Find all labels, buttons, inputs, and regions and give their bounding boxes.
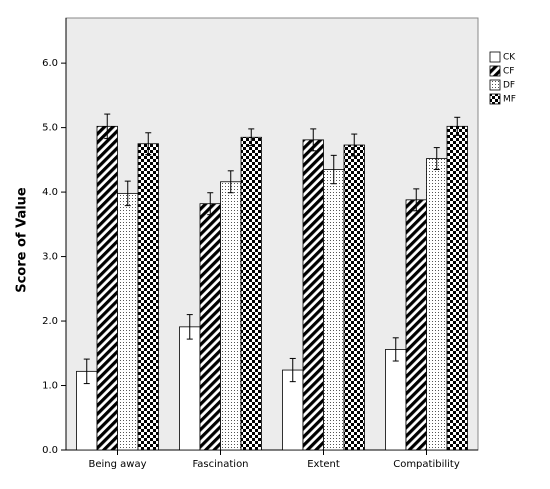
legend-label: MF xyxy=(503,95,516,105)
x-tick-label: Being away xyxy=(88,459,146,470)
error-bar xyxy=(413,188,420,212)
error-bar xyxy=(207,192,214,216)
legend-swatch xyxy=(489,93,501,105)
error-bar xyxy=(392,337,399,362)
bar xyxy=(302,139,324,451)
legend-label: DF xyxy=(503,81,515,91)
legend-swatch xyxy=(489,79,501,91)
y-tick-label: 0.0 xyxy=(42,445,58,456)
y-tick-label: 4.0 xyxy=(42,187,58,198)
legend-swatch xyxy=(489,51,501,63)
bar xyxy=(220,181,242,451)
x-tick-label: Extent xyxy=(307,459,340,470)
error-bar xyxy=(433,147,440,171)
error-bar xyxy=(186,314,193,340)
bar xyxy=(405,199,427,451)
error-bar xyxy=(145,132,152,156)
bar xyxy=(323,169,345,451)
y-tick-label: 1.0 xyxy=(42,381,58,392)
legend-swatch xyxy=(489,65,501,77)
y-tick-label: 5.0 xyxy=(42,123,58,134)
y-tick-label: 2.0 xyxy=(42,316,58,327)
x-tick-label: Compatibility xyxy=(393,459,460,470)
error-bar xyxy=(330,154,337,185)
bar xyxy=(426,158,448,451)
bar xyxy=(117,192,139,451)
bar xyxy=(137,143,159,451)
legend-label: CK xyxy=(503,53,516,63)
y-tick-label: 6.0 xyxy=(42,58,58,69)
legend-label: CF xyxy=(503,67,514,77)
error-bar xyxy=(454,116,461,136)
error-bar xyxy=(310,128,317,152)
y-tick-label: 3.0 xyxy=(42,252,58,263)
bar xyxy=(240,136,262,451)
y-axis-label: Score of Value xyxy=(15,187,30,293)
bar xyxy=(199,203,221,451)
bar xyxy=(446,125,468,451)
x-tick-label: Fascination xyxy=(192,459,248,470)
bar xyxy=(96,125,118,451)
error-bar xyxy=(227,170,234,194)
error-bar xyxy=(83,358,90,385)
bar xyxy=(385,349,407,451)
error-bar xyxy=(351,133,358,157)
error-bar xyxy=(124,180,131,207)
bar xyxy=(343,144,365,451)
error-bar xyxy=(248,128,255,147)
error-bar xyxy=(289,357,296,383)
bar xyxy=(179,326,201,451)
error-bar xyxy=(104,113,111,140)
